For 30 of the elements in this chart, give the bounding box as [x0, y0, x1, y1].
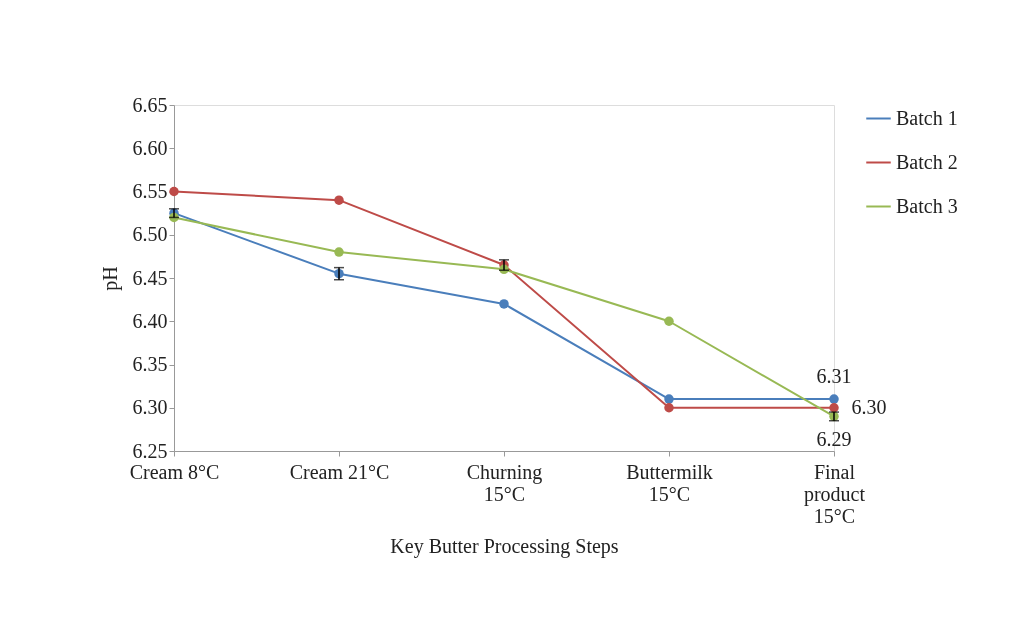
y-tick-label: 6.65	[132, 93, 168, 116]
y-tick-label: 6.45	[132, 266, 168, 289]
data-label: 6.31	[816, 365, 852, 388]
point	[829, 394, 839, 404]
point	[664, 394, 674, 404]
point	[334, 247, 344, 257]
x-tick-label: Cream 8°C	[129, 460, 220, 483]
legend-label: Batch 1	[896, 106, 958, 129]
x-tick-label: Cream 21°C	[289, 460, 390, 483]
x-axis-title: Key Butter Processing Steps	[390, 534, 619, 558]
point	[499, 299, 509, 309]
point	[664, 316, 674, 326]
y-tick-label: 6.50	[132, 223, 168, 246]
y-tick-label: 6.40	[132, 309, 168, 332]
legend-label: Batch 3	[896, 194, 958, 217]
y-tick-label: 6.55	[132, 180, 168, 202]
y-tick-label: 6.35	[132, 353, 168, 375]
y-axis-title: pH	[98, 266, 122, 291]
point	[664, 403, 674, 413]
y-tick-label: 6.25	[132, 439, 168, 462]
x-tick-label: Buttermilk 15°C	[626, 460, 713, 505]
point	[334, 195, 344, 205]
point	[169, 186, 179, 197]
x-tick-label: Churning 15°C	[466, 460, 543, 505]
y-tick-label: 6.60	[132, 136, 168, 159]
x-tick-label: Final product 15°C	[803, 460, 866, 527]
data-label: 6.30	[851, 395, 887, 418]
data-label: 6.29	[816, 428, 852, 451]
legend-label: Batch 2	[896, 150, 958, 173]
y-tick-label: 6.30	[132, 396, 168, 419]
